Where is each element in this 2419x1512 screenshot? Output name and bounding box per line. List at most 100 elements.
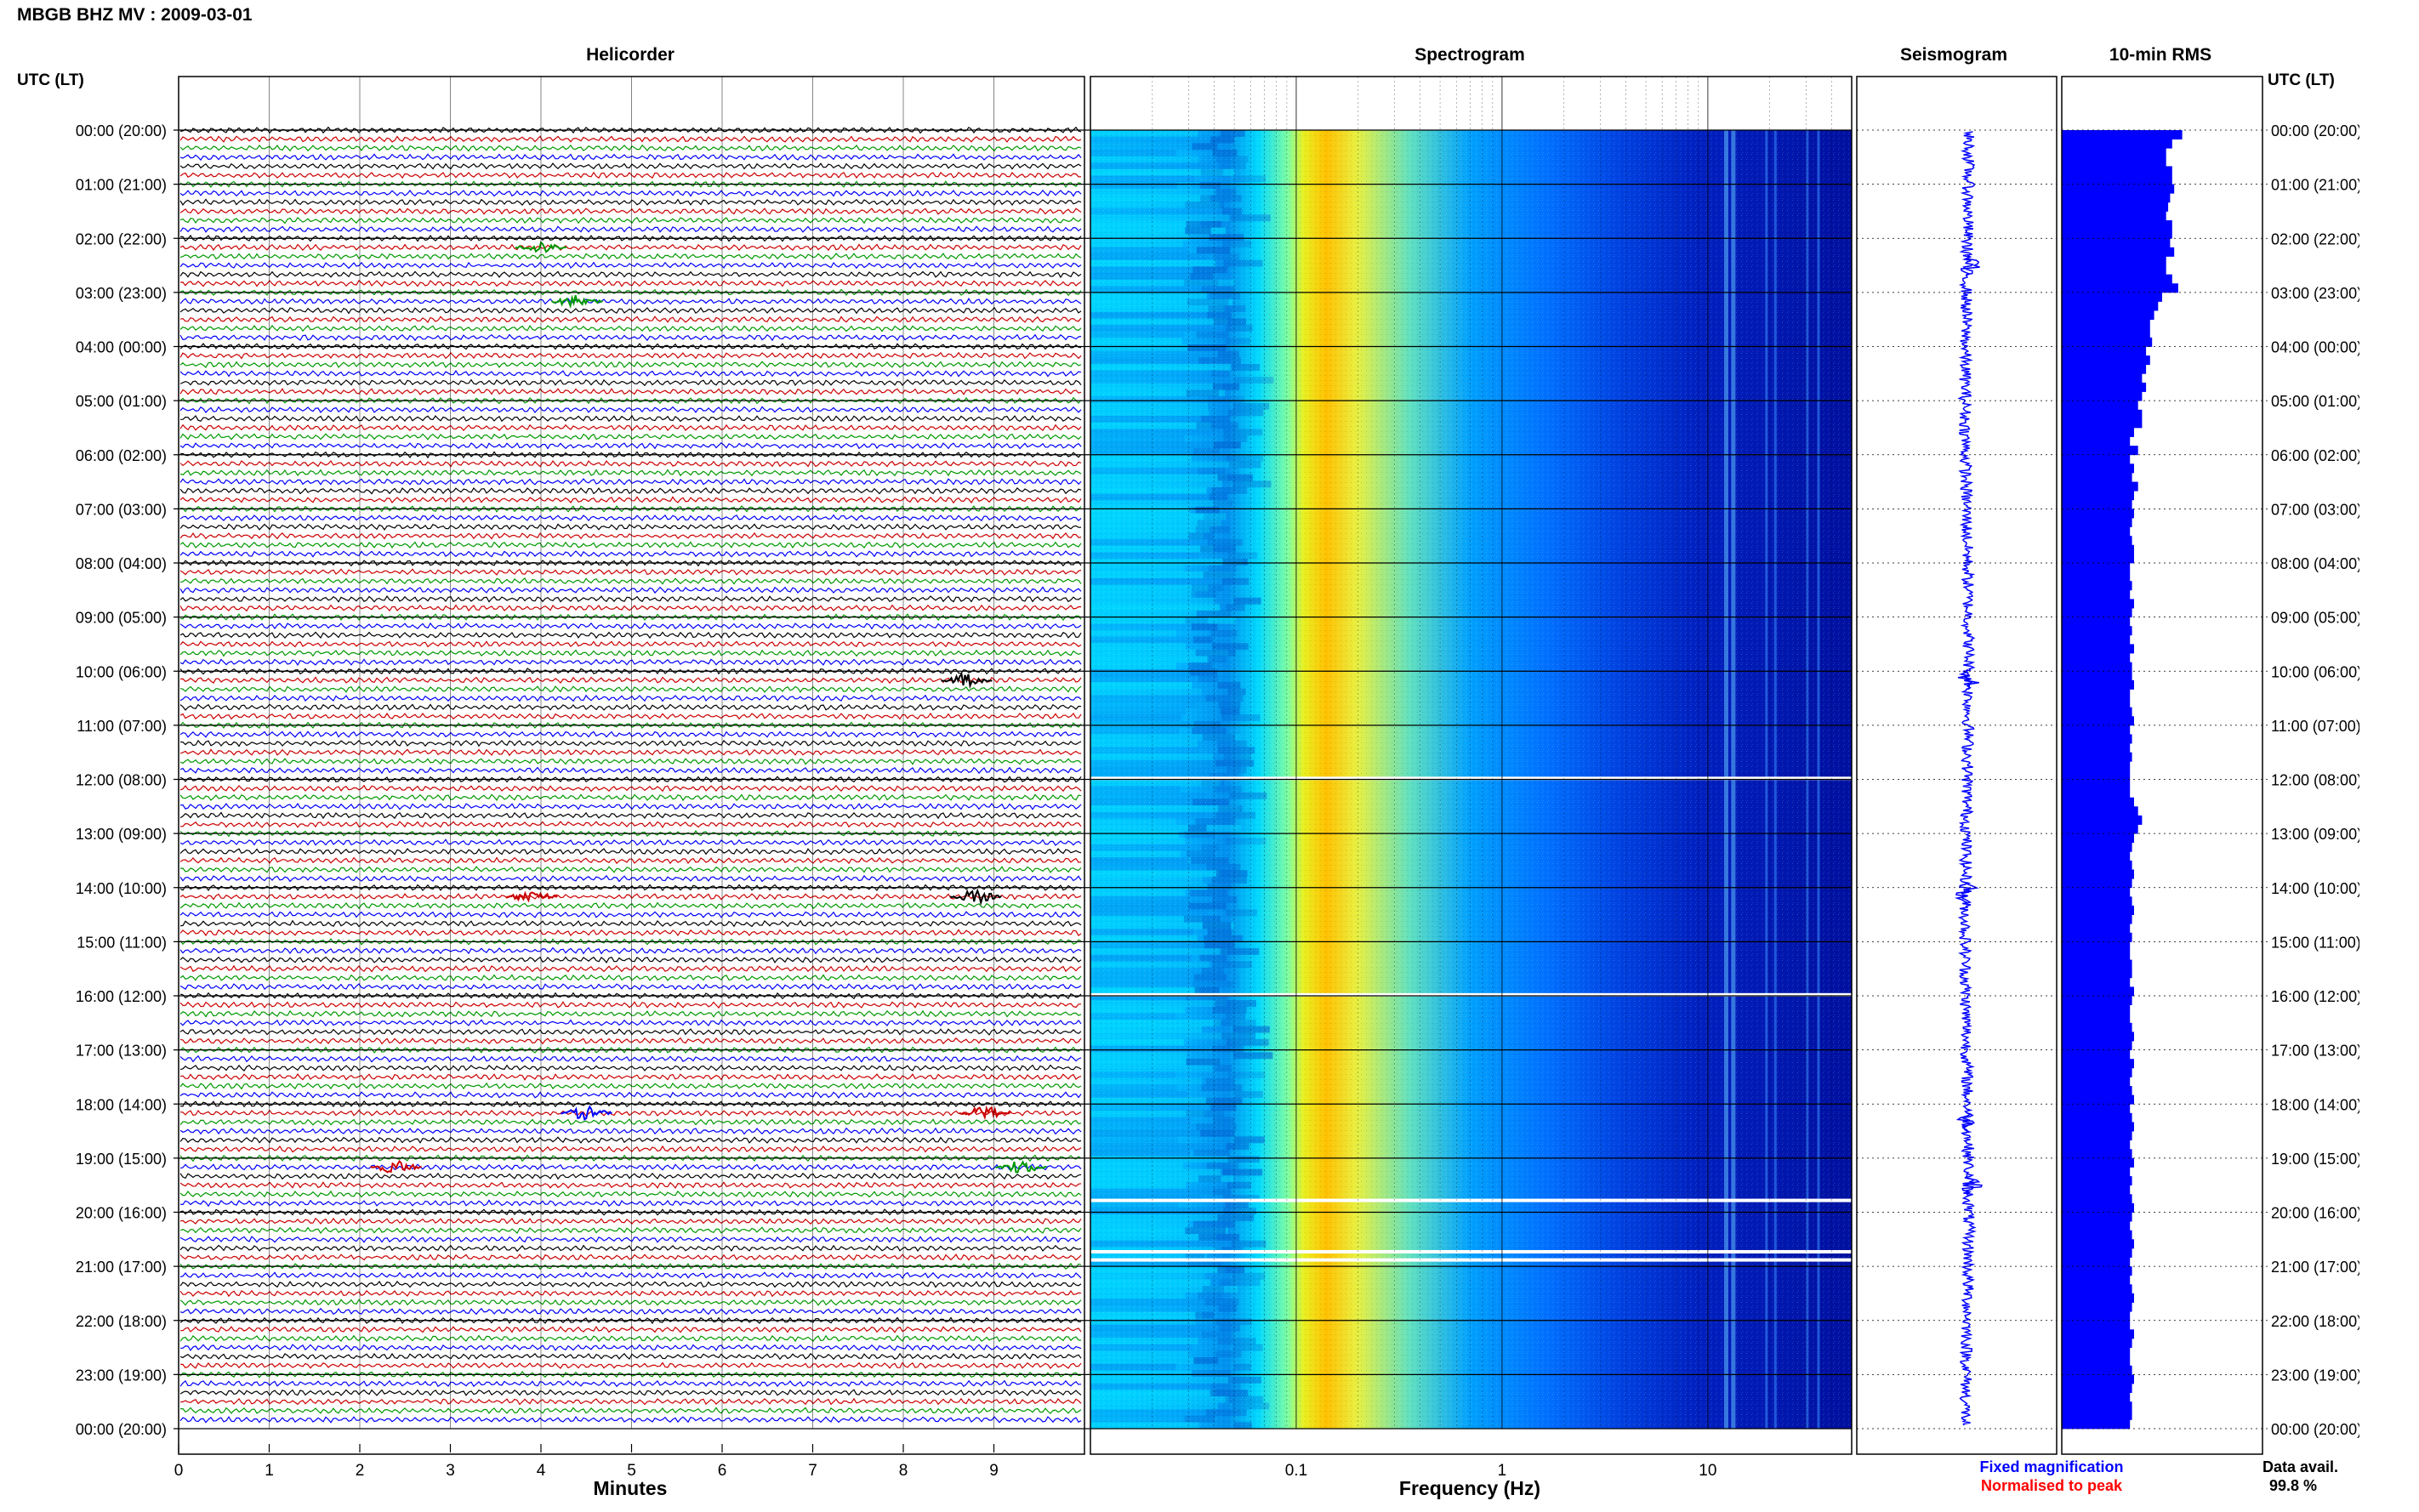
rms-bar bbox=[2062, 1383, 2132, 1393]
helicorder-trace bbox=[179, 1118, 1082, 1126]
helicorder-trace bbox=[179, 1334, 1082, 1343]
time-label-right: 10:00 (06:00) bbox=[2271, 663, 2362, 680]
time-label-right: 18:00 (14:00) bbox=[2271, 1096, 2362, 1113]
helicorder-trace bbox=[179, 802, 1082, 810]
helicorder-trace bbox=[179, 261, 1082, 270]
helicorder-tick-label: 0 bbox=[174, 1462, 184, 1480]
helicorder-trace bbox=[179, 946, 1082, 955]
time-label-left: 11:00 (07:00) bbox=[77, 718, 167, 735]
rms-bar bbox=[2062, 1230, 2132, 1240]
time-label-right: 23:00 (19:00) bbox=[2271, 1367, 2362, 1384]
time-label-right: 06:00 (02:00) bbox=[2271, 447, 2362, 464]
time-label-right: 00:00 (20:00) bbox=[2271, 122, 2362, 139]
helicorder-trace bbox=[179, 189, 1082, 197]
panel-frame bbox=[2061, 76, 2263, 1455]
helicorder-trace bbox=[179, 929, 1082, 937]
time-label-left: 22:00 (18:00) bbox=[76, 1313, 167, 1330]
rms-bar bbox=[2062, 662, 2132, 672]
helicorder-xlabel: Minutes bbox=[594, 1477, 668, 1499]
rms-bar bbox=[2062, 815, 2143, 825]
helicorder-trace bbox=[179, 369, 1082, 378]
rms-bar bbox=[2062, 1293, 2134, 1303]
helicorder-trace bbox=[179, 1064, 1082, 1072]
helicorder-trace bbox=[179, 1073, 1082, 1081]
helicorder-trace bbox=[179, 207, 1082, 215]
rms-bar bbox=[2062, 220, 2172, 230]
helicorder-trace bbox=[179, 568, 1082, 576]
time-label-right: 16:00 (12:00) bbox=[2271, 988, 2362, 1005]
rms-bar bbox=[2062, 1221, 2131, 1231]
rms-bar bbox=[2062, 156, 2166, 167]
helicorder-trace bbox=[179, 315, 1082, 324]
helicorder-trace bbox=[179, 1217, 1082, 1225]
helicorder-tick-label: 6 bbox=[718, 1462, 727, 1480]
helicorder-trace bbox=[179, 622, 1082, 630]
time-label-left: 07:00 (03:00) bbox=[76, 501, 167, 518]
helicorder-trace bbox=[179, 1307, 1082, 1316]
utc-header-left: UTC (LT) bbox=[17, 71, 84, 89]
spectrogram-title: Spectrogram bbox=[1414, 45, 1525, 65]
helicorder-trace bbox=[179, 388, 1082, 395]
helicorder-trace bbox=[179, 956, 1082, 963]
helicorder-event bbox=[551, 294, 604, 309]
helicorder-tick-label: 9 bbox=[989, 1462, 999, 1480]
rms-bar bbox=[2062, 1167, 2131, 1177]
helicorder-trace bbox=[179, 766, 1082, 775]
helicorder-event bbox=[959, 1105, 1011, 1121]
helicorder-trace bbox=[179, 351, 1082, 360]
helicorder-trace bbox=[179, 712, 1082, 720]
helicorder-trace bbox=[179, 523, 1082, 531]
helicorder-trace bbox=[179, 649, 1082, 657]
rms-bar bbox=[2062, 229, 2172, 239]
rms-bar bbox=[2062, 472, 2132, 482]
helicorder-trace bbox=[179, 243, 1082, 252]
time-label-right: 05:00 (01:00) bbox=[2271, 393, 2362, 410]
helicorder-event bbox=[561, 1105, 612, 1121]
helicorder-trace bbox=[179, 919, 1082, 928]
spectrogram-tick-label: 1 bbox=[1498, 1462, 1507, 1480]
helicorder-trace bbox=[179, 541, 1082, 549]
rms-bar bbox=[2062, 878, 2132, 889]
rms-bar bbox=[2062, 509, 2134, 519]
rms-bar bbox=[2062, 1311, 2131, 1322]
seismogram-event bbox=[1955, 1111, 1975, 1134]
time-label-left: 18:00 (14:00) bbox=[76, 1096, 167, 1113]
helicorder-trace bbox=[179, 1019, 1082, 1026]
helicorder-trace bbox=[179, 496, 1082, 504]
hour-gridlines bbox=[174, 77, 2268, 1430]
rms-bar bbox=[2062, 310, 2154, 321]
rms-bar bbox=[2062, 355, 2150, 366]
helicorder-trace bbox=[179, 640, 1082, 648]
rms-bar bbox=[2062, 1094, 2134, 1105]
helicorder-trace bbox=[179, 559, 1082, 567]
helicorder-trace bbox=[179, 748, 1082, 757]
seismogram-event bbox=[1961, 1174, 1983, 1197]
helicorder-trace bbox=[179, 198, 1082, 207]
rms-bar bbox=[2062, 869, 2134, 879]
rms-bar bbox=[2062, 833, 2134, 844]
rms-bar bbox=[2062, 941, 2131, 952]
rms-bar bbox=[2062, 905, 2134, 915]
rms-bar bbox=[2062, 996, 2132, 1005]
time-label-left: 13:00 (09:00) bbox=[76, 826, 167, 843]
rms-bar bbox=[2062, 283, 2178, 293]
helicorder-trace bbox=[179, 225, 1082, 233]
data-avail-value: 99.8 % bbox=[2269, 1477, 2317, 1494]
helicorder-trace bbox=[179, 1163, 1082, 1171]
rms-bar bbox=[2062, 986, 2134, 997]
helicorder-trace bbox=[179, 1199, 1082, 1208]
utc-header-right: UTC (LT) bbox=[2268, 71, 2335, 89]
rms-bar bbox=[2062, 563, 2131, 572]
helicorder-trace bbox=[179, 378, 1082, 387]
helicorder-trace bbox=[179, 694, 1082, 702]
rms-panel bbox=[2062, 130, 2183, 1430]
helicorder-trace bbox=[179, 1054, 1082, 1063]
time-label-right: 14:00 (10:00) bbox=[2271, 880, 2362, 897]
helicorder-trace bbox=[179, 893, 1082, 901]
helicorder-trace bbox=[179, 874, 1082, 883]
helicorder-trace bbox=[179, 676, 1082, 685]
rms-bar bbox=[2062, 1392, 2131, 1402]
rms-bar bbox=[2062, 634, 2131, 645]
helicorder-trace bbox=[179, 1145, 1082, 1153]
